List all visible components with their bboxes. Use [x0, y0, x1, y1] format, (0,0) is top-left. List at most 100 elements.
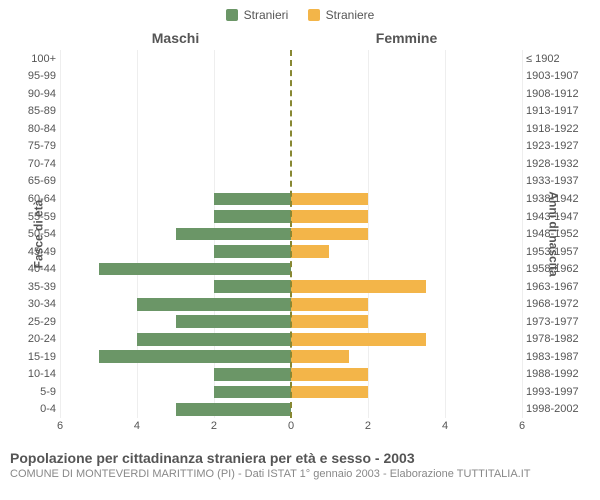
male-side: [60, 225, 291, 243]
female-bar: [291, 333, 426, 346]
male-bar: [137, 298, 291, 311]
x-axis: 6420246: [60, 420, 522, 436]
age-label: 95-99: [16, 70, 56, 82]
plot-area: Maschi Femmine 100+≤ 190295-991903-19079…: [60, 50, 522, 418]
chart: Fasce di età Anni di nascita Maschi Femm…: [0, 24, 600, 444]
age-label: 60-64: [16, 193, 56, 205]
age-label: 35-39: [16, 281, 56, 293]
age-label: 45-49: [16, 246, 56, 258]
male-side: [60, 50, 291, 68]
age-label: 10-14: [16, 368, 56, 380]
male-bar: [176, 403, 292, 416]
female-side: [291, 366, 522, 384]
year-label: 1913-1917: [526, 105, 588, 117]
gridline: [522, 50, 523, 418]
year-label: 1908-1912: [526, 88, 588, 100]
female-side: [291, 295, 522, 313]
legend-male-label: Stranieri: [244, 8, 289, 22]
male-bar: [214, 368, 291, 381]
year-label: ≤ 1902: [526, 53, 588, 65]
year-label: 1983-1987: [526, 351, 588, 363]
female-side: [291, 155, 522, 173]
legend: Stranieri Straniere: [0, 0, 600, 24]
caption-title: Popolazione per cittadinanza straniera p…: [10, 450, 590, 466]
female-bar: [291, 386, 368, 399]
male-bar: [214, 210, 291, 223]
age-label: 75-79: [16, 140, 56, 152]
female-side: [291, 138, 522, 156]
female-bar: [291, 315, 368, 328]
age-label: 15-19: [16, 351, 56, 363]
year-label: 1968-1972: [526, 298, 588, 310]
male-side: [60, 278, 291, 296]
year-label: 1998-2002: [526, 403, 588, 415]
male-side: [60, 383, 291, 401]
female-side: [291, 50, 522, 68]
female-side: [291, 401, 522, 419]
column-header-male: Maschi: [60, 30, 291, 50]
male-bar: [214, 386, 291, 399]
male-side: [60, 85, 291, 103]
male-bar: [214, 193, 291, 206]
age-label: 30-34: [16, 298, 56, 310]
female-bar: [291, 228, 368, 241]
age-label: 90-94: [16, 88, 56, 100]
x-tick: 2: [365, 420, 371, 432]
female-side: [291, 313, 522, 331]
male-side: [60, 138, 291, 156]
male-bar: [99, 263, 292, 276]
year-label: 1943-1947: [526, 211, 588, 223]
age-label: 55-59: [16, 211, 56, 223]
male-side: [60, 103, 291, 121]
year-label: 1958-1962: [526, 263, 588, 275]
year-label: 1993-1997: [526, 386, 588, 398]
male-side: [60, 243, 291, 261]
column-headers: Maschi Femmine: [60, 30, 522, 50]
caption: Popolazione per cittadinanza straniera p…: [0, 444, 600, 480]
male-side: [60, 208, 291, 226]
year-label: 1918-1922: [526, 123, 588, 135]
legend-female-label: Straniere: [326, 8, 375, 22]
age-label: 80-84: [16, 123, 56, 135]
female-side: [291, 103, 522, 121]
column-header-female: Femmine: [291, 30, 522, 50]
year-label: 1978-1982: [526, 333, 588, 345]
year-label: 1938-1942: [526, 193, 588, 205]
male-bar: [214, 280, 291, 293]
female-bar: [291, 245, 329, 258]
year-label: 1923-1927: [526, 140, 588, 152]
female-side: [291, 85, 522, 103]
year-label: 1963-1967: [526, 281, 588, 293]
legend-item-female: Straniere: [308, 8, 375, 22]
age-label: 50-54: [16, 228, 56, 240]
year-label: 1933-1937: [526, 175, 588, 187]
x-tick: 2: [211, 420, 217, 432]
female-bar: [291, 193, 368, 206]
male-side: [60, 68, 291, 86]
age-label: 0-4: [16, 403, 56, 415]
female-side: [291, 243, 522, 261]
x-tick: 4: [442, 420, 448, 432]
year-label: 1953-1957: [526, 246, 588, 258]
x-tick: 4: [134, 420, 140, 432]
year-label: 1948-1952: [526, 228, 588, 240]
female-side: [291, 331, 522, 349]
midline: [290, 50, 292, 418]
female-side: [291, 348, 522, 366]
year-label: 1928-1932: [526, 158, 588, 170]
male-side: [60, 295, 291, 313]
year-label: 1988-1992: [526, 368, 588, 380]
female-swatch: [308, 9, 320, 21]
age-label: 25-29: [16, 316, 56, 328]
age-label: 5-9: [16, 386, 56, 398]
male-side: [60, 120, 291, 138]
age-label: 85-89: [16, 105, 56, 117]
female-bar: [291, 368, 368, 381]
male-bar: [99, 350, 292, 363]
female-side: [291, 173, 522, 191]
year-label: 1973-1977: [526, 316, 588, 328]
legend-item-male: Stranieri: [226, 8, 289, 22]
age-label: 40-44: [16, 263, 56, 275]
age-label: 20-24: [16, 333, 56, 345]
female-bar: [291, 210, 368, 223]
